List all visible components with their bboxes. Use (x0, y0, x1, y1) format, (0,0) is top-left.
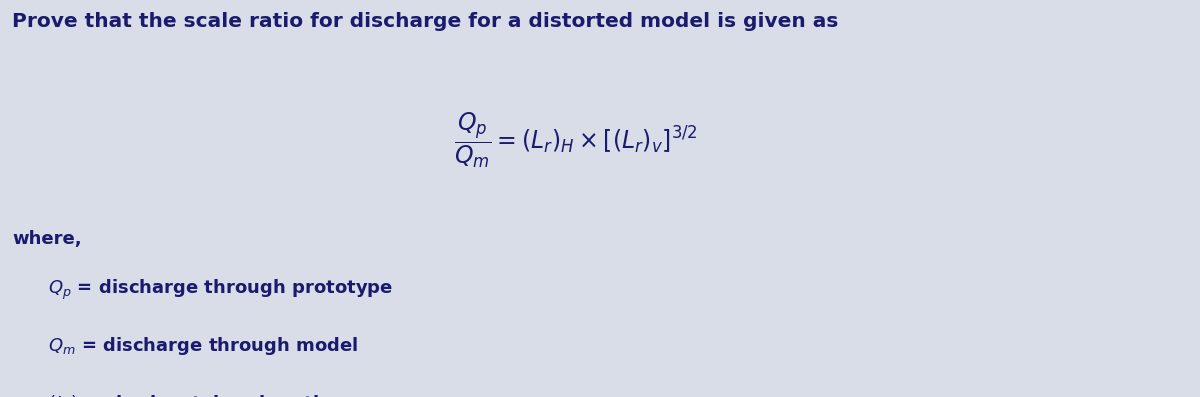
Text: $Q_m$ = discharge through model: $Q_m$ = discharge through model (48, 335, 359, 357)
Text: Prove that the scale ratio for discharge for a distorted model is given as: Prove that the scale ratio for discharge… (12, 12, 839, 31)
Text: where,: where, (12, 230, 82, 248)
Text: $\dfrac{Q_p}{Q_m} = (L_r)_H \times [(L_r)_v]^{3/2}$: $\dfrac{Q_p}{Q_m} = (L_r)_H \times [(L_r… (454, 111, 698, 170)
Text: $Q_p$ = discharge through prototype: $Q_p$ = discharge through prototype (48, 278, 394, 302)
Text: $(L_r)_H$ = horizontal scale ratio: $(L_r)_H$ = horizontal scale ratio (48, 393, 332, 397)
